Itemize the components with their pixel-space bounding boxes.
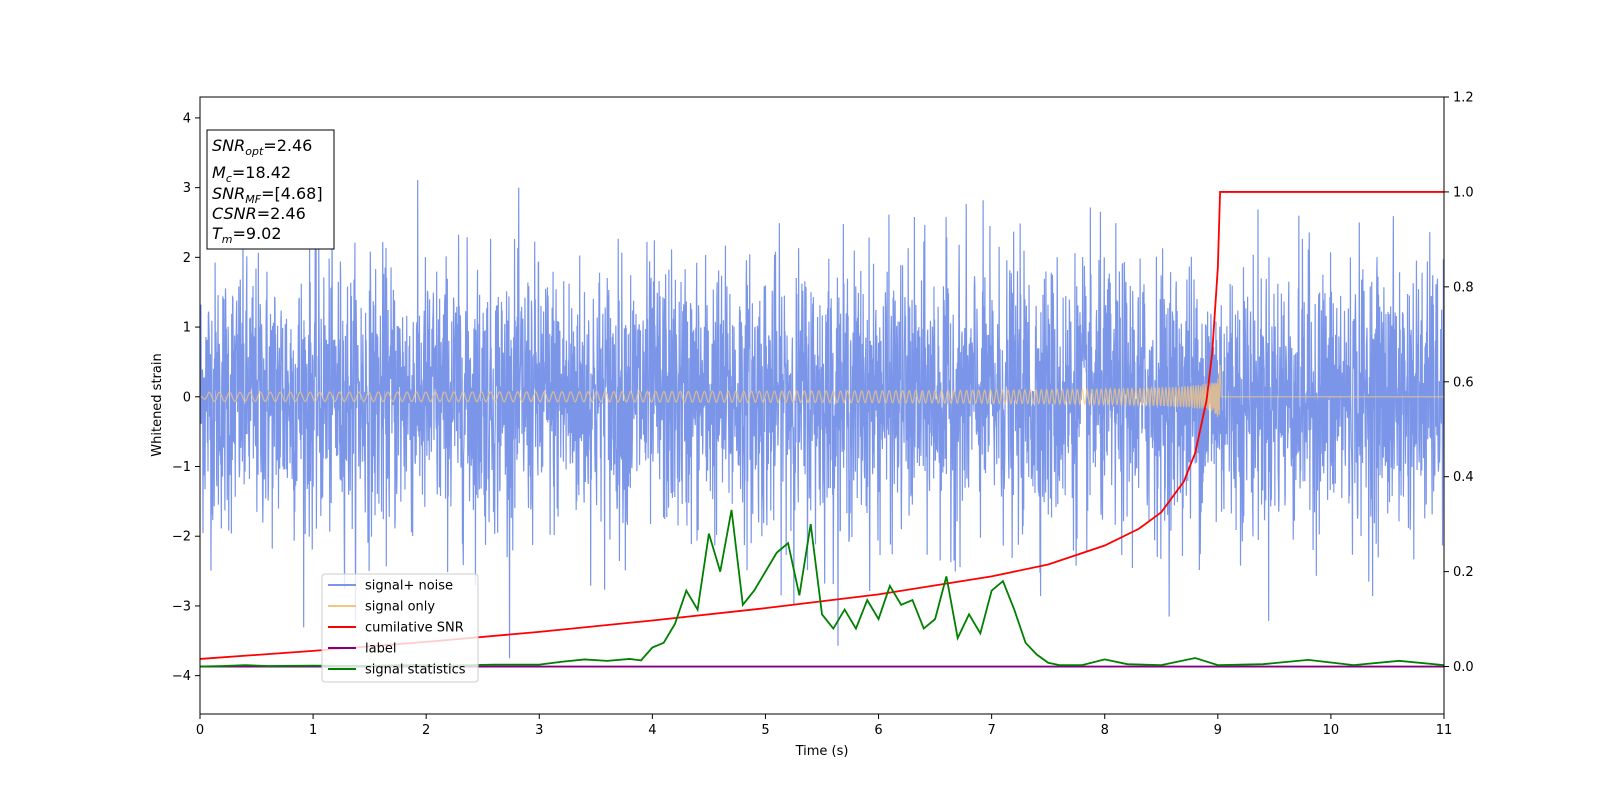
x-tick-label: 4: [648, 723, 656, 738]
annotation-box-frame: [206, 129, 335, 250]
series-signal-noise-line: [200, 179, 1444, 659]
y-axis-right: 0.0 0.2 0.4 0.6 0.8 1.0 1.2: [1444, 91, 1474, 675]
annotation-line: Tm=9.02: [212, 224, 282, 246]
annotation-line: SNRMF=[4.68]: [212, 184, 323, 206]
y-tick-label: 0: [183, 390, 191, 405]
series-cumilative-snr-line: [200, 191, 1444, 660]
legend-entry-signal-noise: signal+ noise: [365, 579, 453, 594]
x-tick-label: 10: [1323, 723, 1340, 738]
x-axis: 0 1 2 3 4 5 6 7 8 9 10 11: [196, 714, 1452, 738]
y2-tick-label: 0.6: [1453, 375, 1474, 390]
y2-tick-label: 0.0: [1453, 660, 1474, 675]
legend-entry-signal-only: signal only: [365, 600, 435, 615]
y-tick-label: 1: [183, 321, 191, 336]
y2-tick-label: 1.2: [1453, 91, 1474, 106]
y2-tick-label: 0.2: [1453, 565, 1474, 580]
annotation-line: CSNR=2.46: [212, 204, 306, 223]
x-tick-label: 3: [535, 723, 543, 738]
x-tick-label: 5: [761, 723, 769, 738]
x-axis-label: Time (s): [795, 744, 849, 759]
x-tick-label: 9: [1214, 723, 1222, 738]
legend-entry-label: label: [365, 642, 396, 657]
legend-frame: [321, 573, 479, 683]
series-signal-only-line: [200, 365, 1444, 418]
y-tick-label: 2: [183, 251, 191, 266]
y2-tick-label: 0.8: [1453, 280, 1474, 295]
x-tick-label: 0: [196, 723, 204, 738]
y-tick-label: −4: [172, 669, 191, 684]
y2-tick-label: 1.0: [1453, 185, 1474, 200]
legend: signal+ noise signal only cumilative SNR la…: [321, 573, 479, 683]
y-tick-label: −2: [172, 530, 191, 545]
y-axis-left: −4 −3 −2 −1 0 1 2 3 4: [172, 111, 200, 684]
x-tick-label: 6: [874, 723, 882, 738]
annotation-box: SNRopt=2.46 Mc=18.42SNRMF=[4.68]CSNR=2.46…: [206, 129, 335, 250]
annotation-line: Mc=18.42: [212, 163, 291, 185]
y-tick-label: −1: [172, 460, 191, 475]
x-tick-label: 1: [309, 723, 317, 738]
plot-frame: [199, 96, 1445, 715]
x-tick-label: 8: [1101, 723, 1109, 738]
y-tick-label: 3: [183, 181, 191, 196]
series-signal-statistics-line: [200, 509, 1444, 668]
y2-tick-label: 0.4: [1453, 470, 1474, 485]
x-tick-label: 2: [422, 723, 430, 738]
x-tick-label: 7: [987, 723, 995, 738]
x-tick-label: 11: [1436, 723, 1453, 738]
legend-entry-signal-statistics: signal statistics: [365, 663, 466, 678]
y-tick-label: 4: [183, 111, 191, 126]
y-tick-label: −3: [172, 599, 191, 614]
y-axis-label: Whitened strain: [150, 353, 165, 456]
annotation-line: SNRopt=2.46: [212, 136, 312, 158]
legend-entry-cumilative-snr: cumilative SNR: [365, 621, 464, 636]
